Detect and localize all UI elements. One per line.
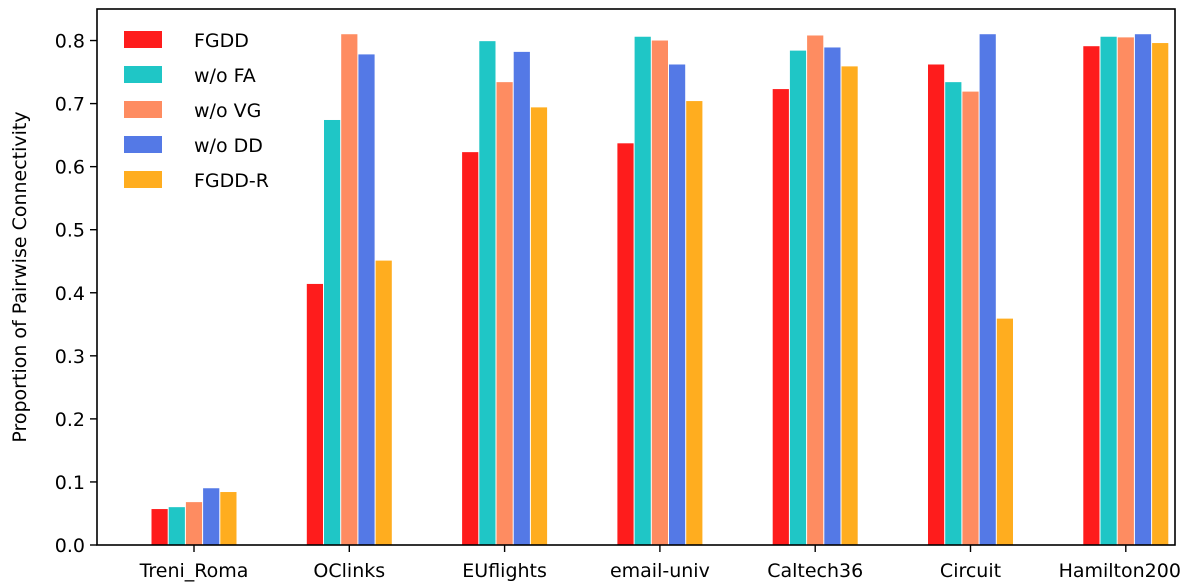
legend: FGDD w/o FA w/o VG w/o DD FGDD-R (124, 30, 269, 192)
plot-frame (96, 8, 1176, 546)
legend-label: w/o DD (194, 135, 263, 157)
bars-group (151, 34, 1169, 546)
y-tick-label: 0.0 (55, 535, 85, 557)
bar (462, 152, 479, 545)
y-tick-label: 0.7 (55, 94, 85, 116)
legend-swatch (124, 101, 162, 118)
bar (513, 51, 530, 545)
bar (496, 82, 513, 546)
legend-label: w/o FA (194, 65, 256, 87)
x-tick-label: OClinks (313, 560, 385, 582)
bar (928, 64, 945, 546)
bar (651, 40, 668, 545)
y-axis-title: Proportion of Pairwise Connectivity (9, 111, 31, 442)
bar (789, 50, 807, 545)
bar (772, 89, 789, 545)
bar (996, 318, 1013, 545)
bar (1100, 36, 1117, 546)
bar (634, 36, 651, 546)
bar (962, 91, 979, 545)
legend-swatch (124, 171, 162, 188)
bar (185, 502, 203, 545)
bar (824, 47, 841, 545)
bar (1152, 43, 1169, 546)
bar (669, 64, 686, 546)
bar (203, 488, 220, 545)
y-tick-label: 0.5 (55, 220, 85, 242)
bar (341, 34, 358, 545)
bar (168, 507, 185, 545)
y-axis: 0.0 0.1 0.2 0.3 0.4 0.5 0.6 0.7 0.8 (55, 31, 97, 557)
legend-label: FGDD-R (194, 170, 269, 192)
x-tick-label: email-univ (610, 560, 710, 582)
bar (479, 41, 496, 545)
y-tick-label: 0.4 (55, 283, 85, 305)
bar (686, 101, 703, 545)
x-axis: Treni_Roma OClinks EUflights email-univ Calt… (139, 545, 1182, 582)
legend-label: w/o VG (194, 100, 261, 122)
bar (841, 66, 858, 545)
legend-label: FGDD (194, 30, 249, 52)
y-tick-label: 0.8 (55, 31, 85, 53)
bar (151, 509, 168, 545)
legend-swatch (124, 136, 162, 153)
bar (1134, 34, 1152, 545)
legend-swatch (124, 31, 162, 48)
x-tick-label: Circuit (940, 560, 1001, 582)
bar (358, 54, 375, 546)
x-tick-label: Caltech36 (767, 560, 863, 582)
bar (617, 143, 634, 545)
x-tick-label: EUflights (462, 560, 547, 582)
y-tick-label: 0.1 (55, 472, 85, 494)
y-tick-label: 0.6 (55, 157, 85, 179)
bar (530, 107, 548, 545)
bar (220, 492, 237, 545)
legend-swatch (124, 66, 162, 83)
y-tick-label: 0.3 (55, 346, 85, 368)
bar (807, 35, 824, 545)
bar (1083, 46, 1100, 545)
y-tick-label: 0.2 (55, 409, 85, 431)
x-tick-label: Treni_Roma (139, 560, 249, 582)
bar (979, 34, 996, 545)
bar (375, 260, 392, 545)
bar (1117, 37, 1134, 546)
x-tick-label: Hamilton2000 (1059, 560, 1182, 582)
bar (306, 283, 323, 545)
bar (324, 119, 341, 546)
bar (945, 82, 962, 546)
